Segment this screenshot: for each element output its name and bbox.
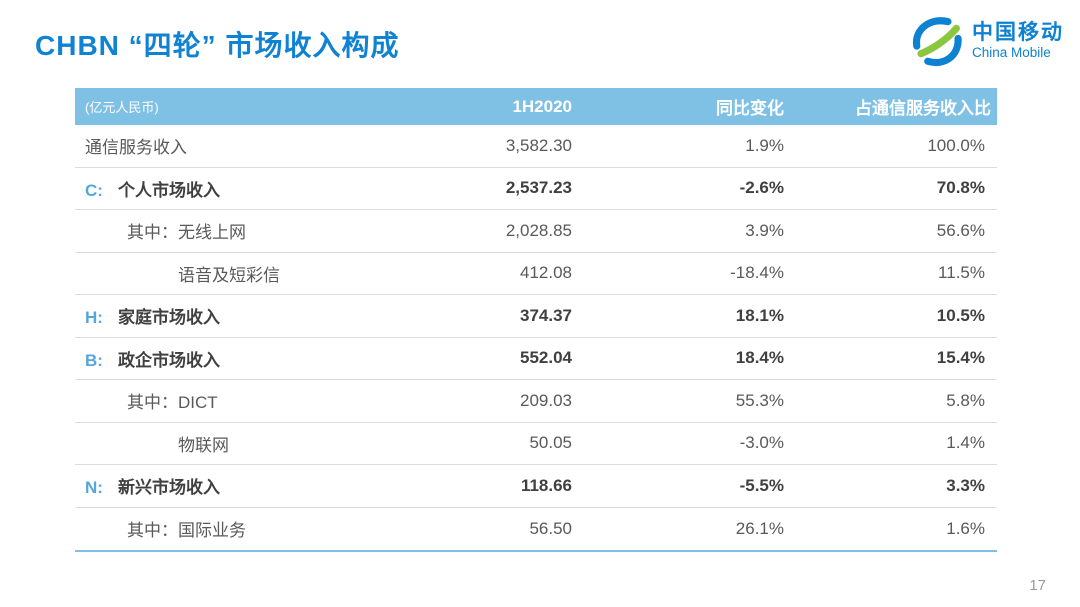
row-value-share: 1.4%	[946, 433, 985, 453]
row-value-yoy: 3.9%	[745, 220, 784, 240]
row-value-1h2020: 56.50	[529, 518, 572, 538]
row-label: 物联网	[178, 435, 229, 455]
row-value-yoy: 18.1%	[735, 305, 784, 325]
row-value-1h2020: 374.37	[520, 305, 572, 325]
column-header-yoy: 同比变化	[716, 99, 784, 118]
page-number: 17	[1029, 577, 1046, 594]
row-value-1h2020: 412.08	[520, 263, 572, 283]
row-label-cell: B: 政企市场收入	[75, 346, 375, 371]
row-segment-letter: B:	[85, 350, 103, 370]
row-label-cell: N: 新兴市场收入	[75, 473, 375, 498]
row-value-share: 56.6%	[936, 220, 985, 240]
row-label: 新兴市场收入	[118, 478, 220, 498]
table-row: 物联网 50.05 -3.0% 1.4%	[75, 423, 997, 465]
row-label-cell: 其中：无线上网	[75, 218, 375, 243]
table-row: N: 新兴市场收入 118.66 -5.5% 3.3%	[75, 465, 997, 508]
row-value-yoy: -5.5%	[739, 475, 784, 495]
row-value-1h2020: 2,028.85	[505, 220, 572, 240]
page-title: CHBN “四轮” 市场收入构成	[35, 30, 400, 61]
row-value-yoy: -2.6%	[739, 178, 784, 198]
row-label-cell: C: 个人市场收入	[75, 176, 375, 201]
row-label: 其中：DICT	[127, 393, 218, 413]
column-header-1h2020: 1H2020	[512, 96, 572, 116]
row-value-yoy: 18.4%	[735, 348, 784, 368]
row-value-1h2020: 209.03	[520, 390, 572, 410]
table-row: C: 个人市场收入 2,537.23 -2.6% 70.8%	[75, 168, 997, 210]
table-row: 其中：国际业务 56.50 26.1% 1.6%	[75, 508, 997, 551]
row-value-share: 15.4%	[936, 348, 985, 368]
row-value-yoy: 55.3%	[735, 390, 784, 410]
row-label: 其中：国际业务	[127, 521, 246, 541]
row-segment-letter: N:	[85, 478, 103, 498]
row-value-1h2020: 118.66	[520, 475, 572, 495]
china-mobile-logo: 中国移动 China Mobile	[910, 14, 1064, 68]
column-header-share: 占通信服务收入比	[855, 99, 991, 118]
row-label-cell: 其中：DICT	[75, 388, 375, 413]
row-value-share: 70.8%	[936, 178, 985, 198]
china-mobile-swirl-icon	[913, 17, 962, 67]
row-label: 个人市场收入	[118, 180, 220, 200]
row-label-cell: 通信服务收入	[75, 133, 375, 158]
row-value-1h2020: 2,537.23	[505, 178, 572, 198]
row-segment-letter: H:	[85, 308, 103, 328]
row-label: 家庭市场收入	[118, 308, 220, 328]
row-segment-letter: C:	[85, 180, 103, 200]
logo-brand-en: China Mobile	[972, 45, 1051, 61]
row-value-yoy: 1.9%	[745, 135, 784, 155]
row-label: 其中：无线上网	[127, 223, 246, 243]
row-value-share: 5.8%	[946, 390, 985, 410]
row-value-1h2020: 3,582.30	[505, 135, 572, 155]
row-label-cell: 语音及短彩信	[75, 261, 375, 286]
table-row: H: 家庭市场收入 374.37 18.1% 10.5%	[75, 295, 997, 338]
row-label-cell: 物联网	[75, 431, 375, 456]
row-label: 语音及短彩信	[178, 265, 280, 285]
row-value-share: 3.3%	[946, 475, 985, 495]
row-label: 通信服务收入	[85, 138, 187, 158]
table-row: 通信服务收入 3,582.30 1.9% 100.0%	[75, 125, 997, 168]
row-label: 政企市场收入	[118, 350, 220, 370]
row-label-cell: 其中：国际业务	[75, 516, 375, 541]
table-row: 语音及短彩信 412.08 -18.4% 11.5%	[75, 253, 997, 295]
revenue-table: (亿元人民币) 1H2020 同比变化 占通信服务收入比 通信服务收入 3,58…	[75, 88, 997, 552]
row-value-yoy: -18.4%	[730, 263, 784, 283]
row-value-share: 1.6%	[946, 518, 985, 538]
column-header-unit: (亿元人民币)	[85, 100, 159, 115]
row-value-yoy: 26.1%	[735, 518, 784, 538]
logo-brand-cn: 中国移动	[972, 21, 1064, 45]
table-header-row: (亿元人民币) 1H2020 同比变化 占通信服务收入比	[75, 88, 997, 125]
row-value-1h2020: 50.05	[529, 433, 572, 453]
table-row: B: 政企市场收入 552.04 18.4% 15.4%	[75, 338, 997, 380]
row-value-yoy: -3.0%	[739, 433, 784, 453]
row-value-share: 100.0%	[927, 135, 985, 155]
table-row: 其中：无线上网 2,028.85 3.9% 56.6%	[75, 210, 997, 253]
row-value-1h2020: 552.04	[520, 348, 572, 368]
row-label-cell: H: 家庭市场收入	[75, 303, 375, 328]
row-value-share: 11.5%	[938, 263, 985, 283]
table-row: 其中：DICT 209.03 55.3% 5.8%	[75, 380, 997, 423]
logo-text: 中国移动 China Mobile	[972, 21, 1064, 61]
row-value-share: 10.5%	[936, 305, 985, 325]
table-body: 通信服务收入 3,582.30 1.9% 100.0% C: 个人市场收入 2,5…	[75, 125, 997, 552]
